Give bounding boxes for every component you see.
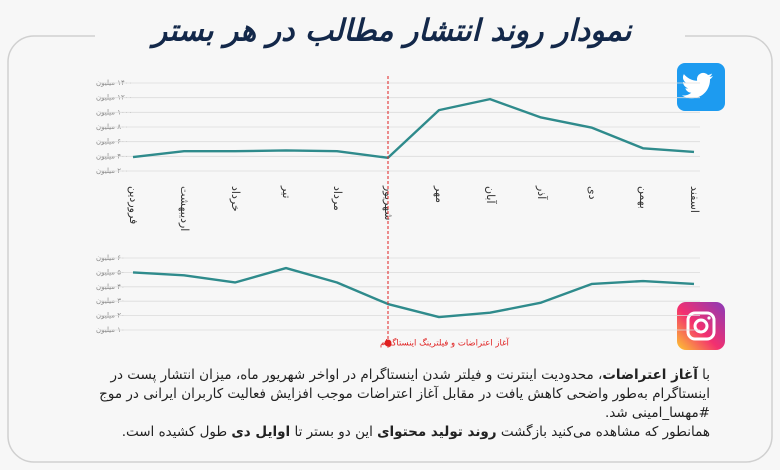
x-tick-label: بهمن: [637, 186, 650, 209]
caption-bold: روند تولید محتوای: [377, 424, 497, 440]
caption-paragraph: با آغاز اعتراضات، محدودیت اینترنت و فیلت…: [78, 366, 710, 423]
caption-bold: اوایل دی: [231, 424, 291, 440]
x-tick-label: آذر: [535, 185, 549, 200]
x-tick-label: فروردین: [127, 186, 140, 224]
line: [132, 97, 695, 159]
instagram-icon: [677, 302, 725, 350]
x-tick-label: اردیبهشت: [178, 186, 191, 231]
twitter-icon: [677, 63, 725, 111]
x-tick-label: دی: [586, 186, 599, 200]
line: [132, 266, 695, 319]
x-tick-label: مهر: [433, 185, 446, 203]
annotation-text: آغاز اعتراضات و فیلترینگ اینستاگرام: [380, 337, 510, 349]
title-bg: [95, 10, 685, 56]
caption-text: طول کشیده است.: [121, 424, 232, 440]
caption-paragraph: همانطور که مشاهده می‌کنید بازگشت روند تو…: [78, 423, 710, 442]
caption-text: ، محدودیت اینترنت و فیلتر شدن اینستاگرام…: [99, 367, 710, 421]
x-tick-label: مرداد: [331, 186, 344, 211]
caption: با آغاز اعتراضات، محدودیت اینترنت و فیلت…: [78, 366, 710, 442]
caption-text: این دو بستر تا: [290, 424, 378, 440]
caption-bold: آغاز اعتراضات: [602, 367, 698, 383]
caption-text: همانطور که مشاهده می‌کنید بازگشت: [496, 424, 710, 440]
x-tick-label: خرداد: [229, 186, 242, 212]
annotation-dot: [384, 339, 392, 347]
page-title: نمودار روند انتشار مطالب در هر بستر: [149, 14, 633, 49]
x-tick-label: تیر: [280, 185, 293, 198]
x-tick-label: اسفند: [688, 186, 701, 213]
x-tick-label: آبان: [484, 186, 498, 204]
caption-text: با: [697, 367, 710, 383]
